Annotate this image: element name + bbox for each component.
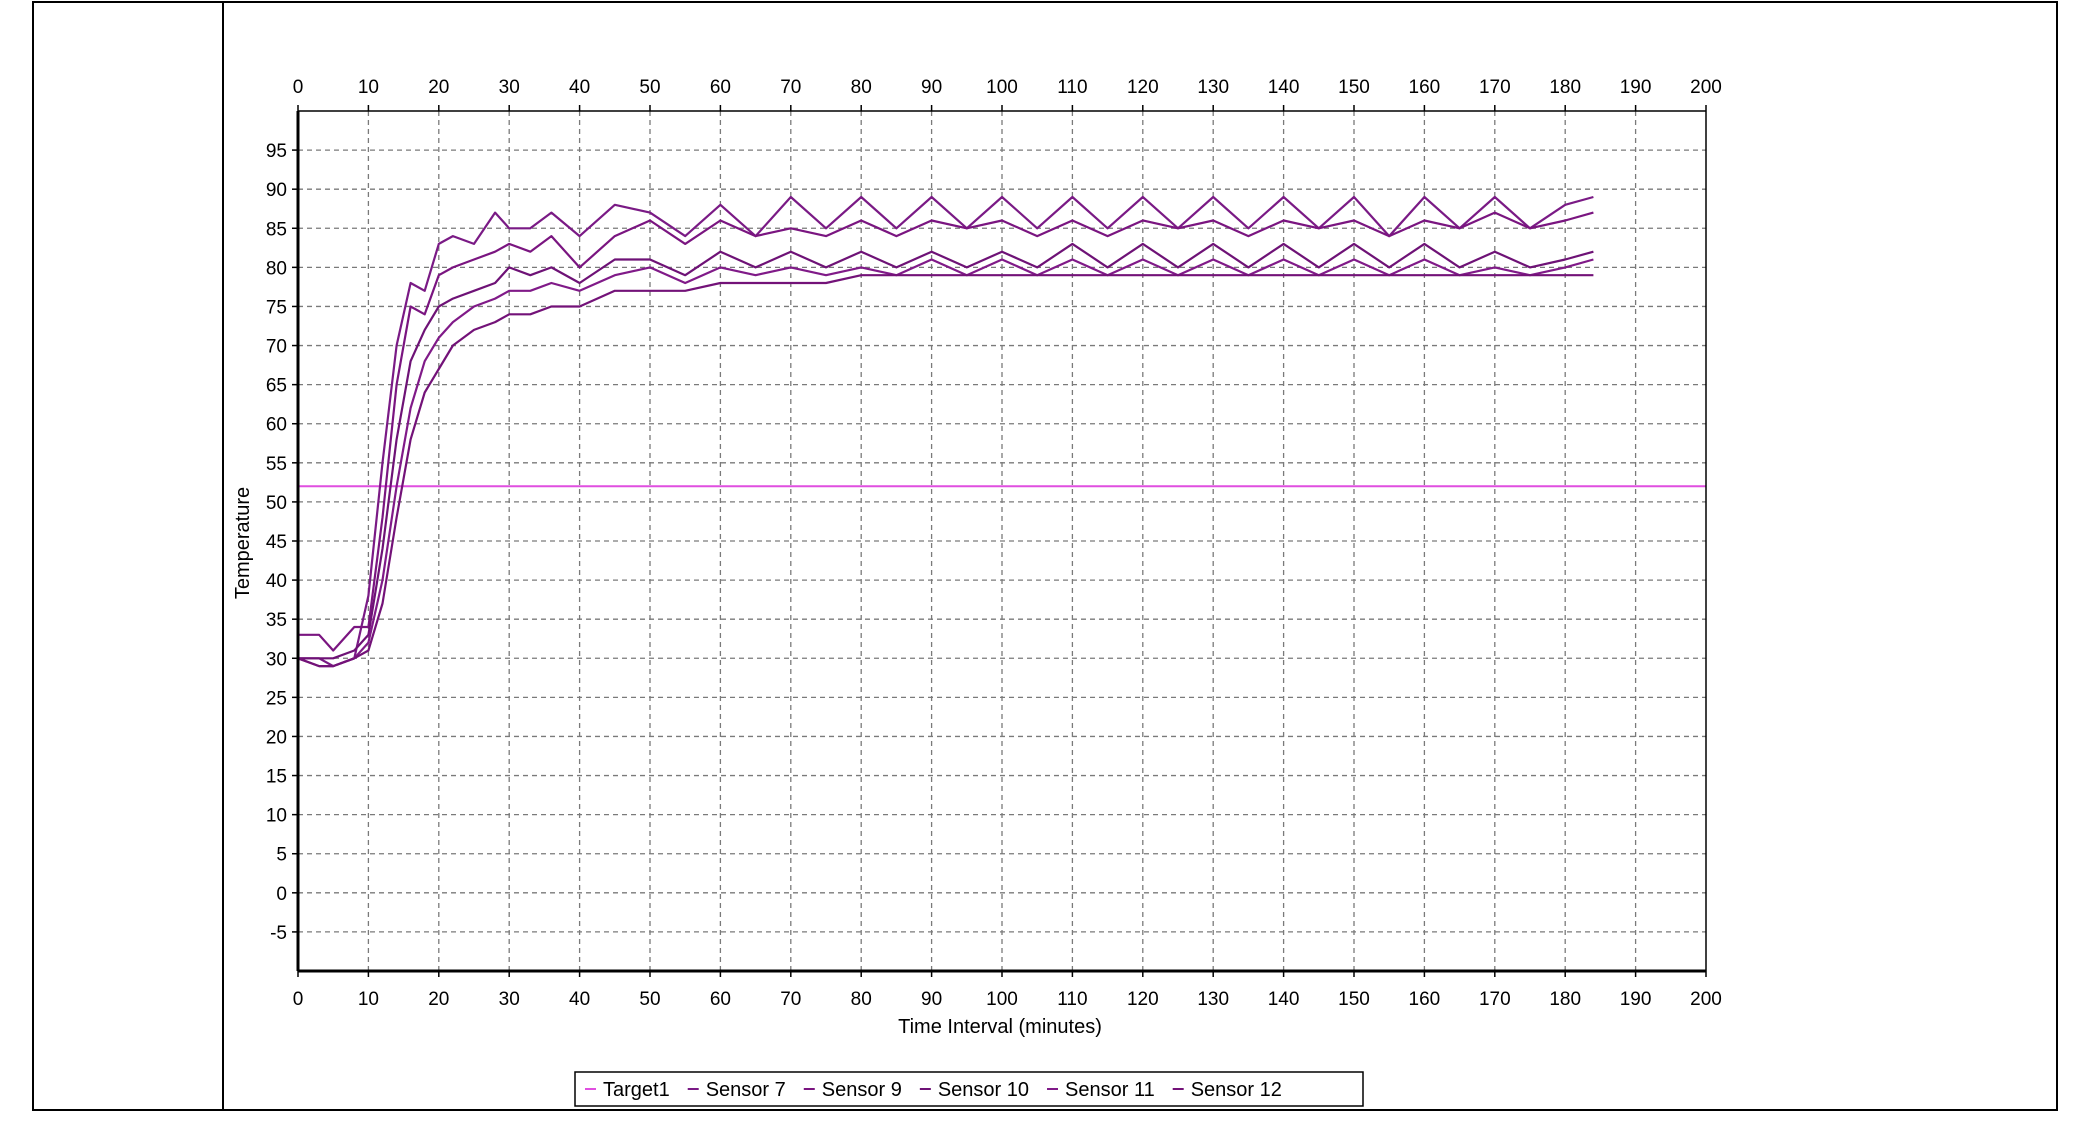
legend-label: Sensor 11	[1065, 1079, 1155, 1101]
x-tick-label: 80	[851, 989, 872, 1010]
y-tick-label: 30	[266, 649, 287, 670]
series-lines	[297, 195, 1706, 668]
y-tick-label: 75	[266, 297, 287, 318]
x-tick-label-top: 140	[1268, 77, 1300, 98]
x-tick-label-top: 20	[428, 77, 449, 98]
x-tick-label: 200	[1690, 989, 1722, 1010]
series-line-sensor-9	[298, 211, 1594, 652]
legend-label: Sensor 12	[1191, 1079, 1282, 1101]
x-tick-label: 10	[358, 989, 379, 1010]
x-tick-label-top: 70	[780, 77, 801, 98]
legend-label: Sensor 9	[822, 1079, 902, 1101]
x-tick-label-top: 130	[1197, 77, 1229, 98]
y-tick-label: 95	[266, 141, 287, 162]
x-tick-label-top: 100	[986, 77, 1018, 98]
x-tick-label: 170	[1479, 989, 1511, 1010]
x-tick-label: 140	[1268, 989, 1300, 1010]
y-tick-label: 0	[276, 884, 287, 905]
y-tick-label: 15	[266, 767, 287, 788]
x-tick-label: 20	[428, 989, 449, 1010]
x-tick-label-top: 120	[1127, 77, 1159, 98]
y-tick-label: 5	[276, 845, 287, 866]
page-frame	[32, 1, 2058, 1111]
x-tick-label-top: 80	[851, 77, 872, 98]
x-tick-label-top: 190	[1620, 77, 1652, 98]
x-tick-label: 70	[780, 989, 801, 1010]
y-tick-label: 50	[266, 493, 287, 514]
y-tick-label: 65	[266, 376, 287, 397]
legend-label: Sensor 7	[706, 1079, 786, 1101]
x-tick-label: 160	[1409, 989, 1441, 1010]
x-tick-label: 110	[1057, 989, 1087, 1010]
x-tick-label-top: 60	[710, 77, 731, 98]
y-tick-label: 10	[266, 806, 287, 827]
x-tick-label-top: 200	[1690, 77, 1722, 98]
y-tick-label: 85	[266, 219, 287, 240]
x-tick-label: 120	[1127, 989, 1159, 1010]
y-tick-label: 70	[266, 337, 287, 358]
x-tick-label: 90	[921, 989, 942, 1010]
x-tick-label-top: 40	[569, 77, 590, 98]
x-axis-title: Time Interval (minutes)	[898, 1016, 1102, 1038]
y-tick-label: 55	[266, 454, 287, 475]
x-tick-label-top: 150	[1338, 77, 1370, 98]
x-tick-label: 100	[986, 989, 1018, 1010]
y-tick-label: 45	[266, 532, 287, 553]
x-tick-label-top: 160	[1409, 77, 1441, 98]
y-tick-label: 60	[266, 415, 287, 436]
x-tick-label: 50	[639, 989, 660, 1010]
legend-label: Target1	[603, 1079, 670, 1101]
x-tick-label-top: 110	[1057, 77, 1087, 98]
y-axis-title: Temperature	[232, 487, 254, 599]
series-line-sensor-7	[298, 195, 1594, 668]
legend-label: Sensor 10	[938, 1079, 1029, 1101]
grid	[298, 111, 1706, 971]
x-tick-label: 0	[293, 989, 304, 1010]
x-tick-label: 180	[1549, 989, 1581, 1010]
y-tick-label: 25	[266, 688, 287, 709]
x-tick-label-top: 90	[921, 77, 942, 98]
x-tick-label: 60	[710, 989, 731, 1010]
axes	[292, 105, 1707, 977]
x-tick-label: 190	[1620, 989, 1652, 1010]
tick-labels: 0010102020303040405050606070708080909010…	[266, 77, 1722, 1010]
x-tick-label: 40	[569, 989, 590, 1010]
y-tick-label: 20	[266, 727, 287, 748]
x-tick-label: 150	[1338, 989, 1370, 1010]
series-line-sensor-11	[297, 258, 1594, 668]
y-tick-label: 35	[266, 610, 287, 631]
series-line-sensor-12	[297, 274, 1594, 668]
y-tick-label: 40	[266, 571, 287, 592]
x-tick-label-top: 50	[639, 77, 660, 98]
x-tick-label: 30	[499, 989, 520, 1010]
x-tick-label-top: 180	[1549, 77, 1581, 98]
series-line-sensor-10	[298, 242, 1594, 660]
x-tick-label: 130	[1197, 989, 1229, 1010]
legend: Target1 Sensor 7 Sensor 9 Sensor 10 Sensor 1…	[574, 1071, 1364, 1107]
x-tick-label-top: 0	[293, 77, 304, 98]
x-tick-label-top: 170	[1479, 77, 1511, 98]
x-tick-label-top: 30	[499, 77, 520, 98]
x-tick-label-top: 10	[358, 77, 379, 98]
y-tick-label: -5	[270, 923, 287, 944]
y-tick-label: 80	[266, 258, 287, 279]
legend-box	[574, 1071, 1364, 1107]
y-tick-label: 90	[266, 180, 287, 201]
